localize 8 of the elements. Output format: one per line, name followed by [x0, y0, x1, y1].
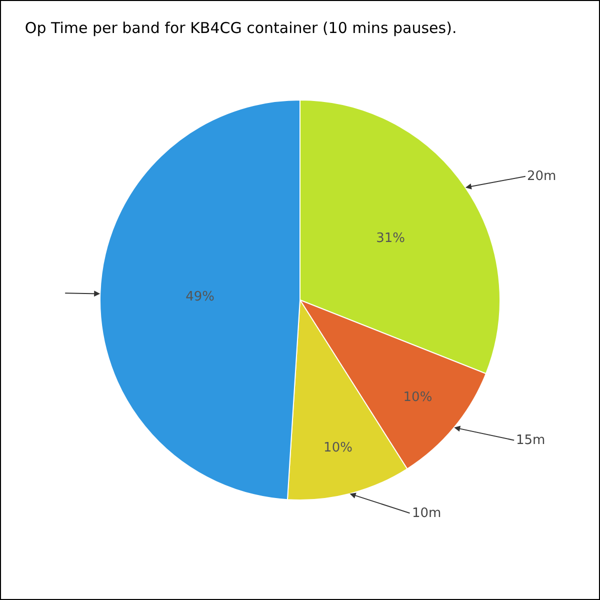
data-label: 49%	[186, 289, 214, 304]
slice-label: 20m	[527, 169, 556, 184]
slice-label: 15m	[516, 433, 546, 448]
slice-label: 10m	[412, 506, 442, 521]
data-label: 10%	[403, 390, 432, 405]
chart-title: Op Time per band for KB4CG container (10 mins pauses).	[24, 19, 457, 38]
data-label: 10%	[324, 440, 352, 456]
data-label: 31%	[376, 230, 405, 246]
